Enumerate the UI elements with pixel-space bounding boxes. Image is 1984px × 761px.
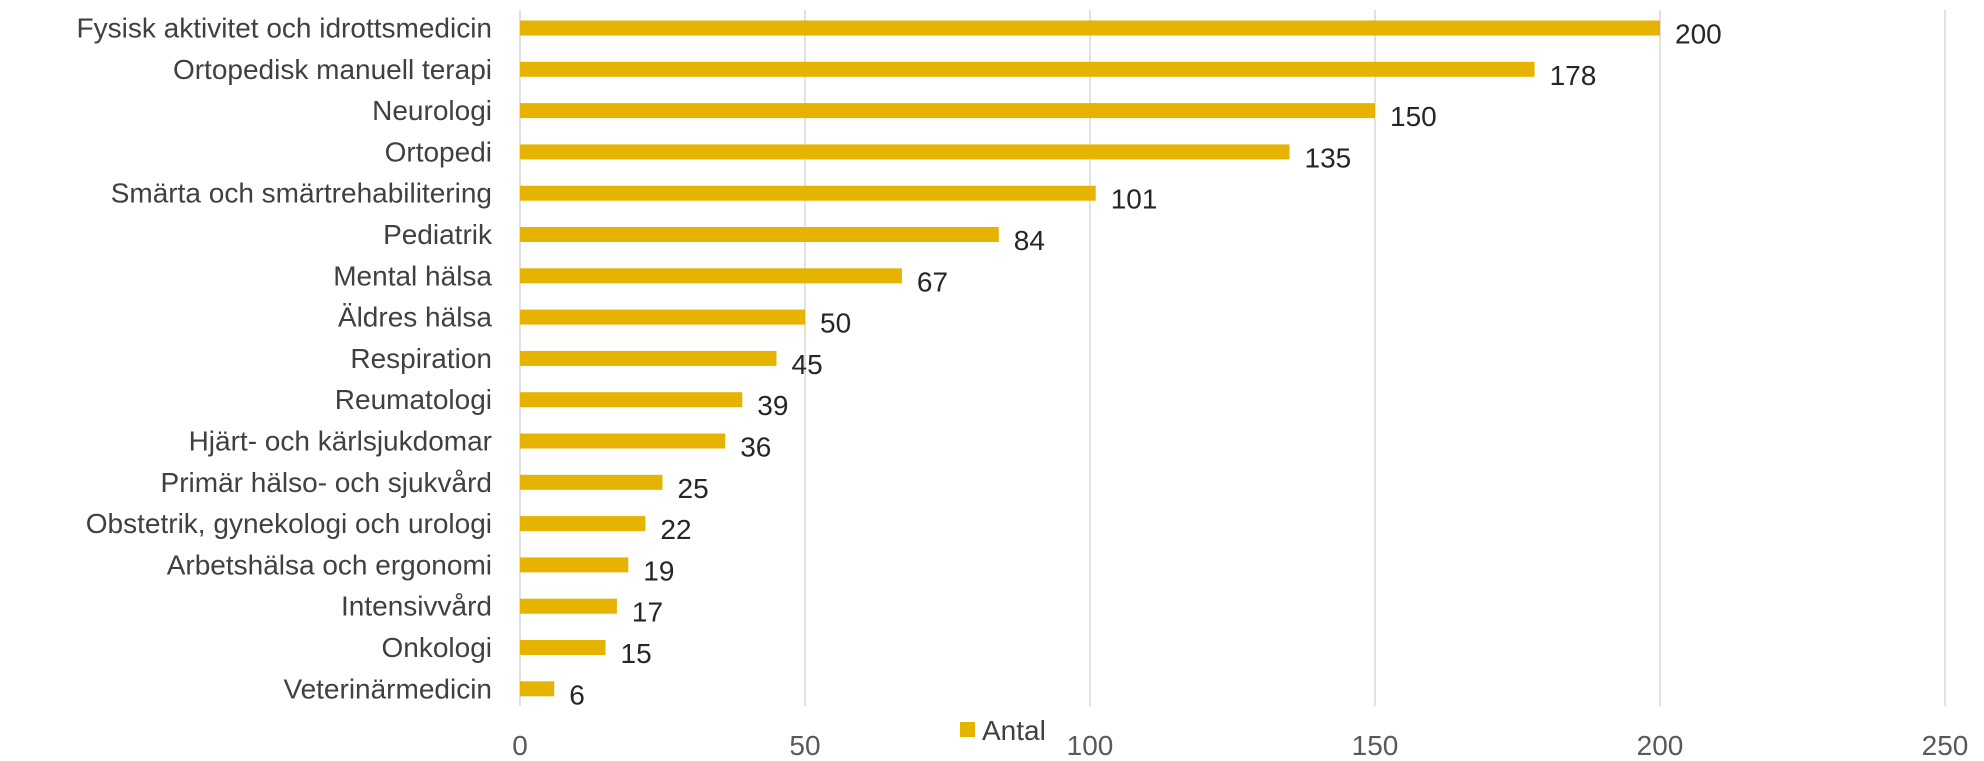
bar [520,268,902,284]
category-label: Reumatologi [335,384,492,415]
bar [520,350,777,366]
value-label: 150 [1390,101,1437,132]
bar [520,598,617,614]
legend-swatch-antal [960,722,975,737]
value-label: 178 [1550,60,1597,91]
x-tick-label: 0 [512,730,528,761]
x-tick-label: 100 [1067,730,1114,761]
category-label: Ortopedi [385,136,492,167]
value-label: 15 [621,638,652,669]
bar [520,681,555,697]
category-label: Pediatrik [383,219,493,250]
category-label: Mental hälsa [333,260,492,291]
x-tick-label: 50 [789,730,820,761]
category-label: Neurologi [372,95,492,126]
bar [520,557,629,573]
bar [520,20,1660,36]
bar [520,640,606,655]
category-label: Ortopedisk manuell terapi [173,54,492,85]
bar [520,392,743,408]
category-label: Obstetrik, gynekologi och urologi [86,508,492,539]
category-label: Primär hälso- och sjukvård [161,467,492,498]
category-label: Hjärt- och kärlsjukdomar [189,426,492,457]
value-label: 45 [792,349,823,380]
value-label: 84 [1014,225,1045,256]
x-axis-ticks: 0 50 100 150 200 250 [512,730,1968,761]
category-label: Onkologi [381,632,492,663]
value-label: 6 [569,679,585,710]
bar [520,227,999,242]
value-label: 25 [678,473,709,504]
x-tick-label: 150 [1352,730,1399,761]
category-label: Intensivvård [341,591,492,622]
bar [520,433,726,449]
category-label: Respiration [350,343,492,374]
bar [520,144,1290,160]
bar [520,185,1096,201]
value-label: 67 [917,266,948,297]
legend: Antal [960,715,1046,746]
value-label: 36 [740,432,771,463]
bar [520,516,646,532]
bar [520,474,663,490]
x-tick-label: 250 [1922,730,1969,761]
value-label: 19 [643,555,674,586]
bar [520,61,1535,77]
bars [520,20,1660,697]
category-label: Arbetshälsa och ergonomi [167,549,492,580]
category-label: Äldres hälsa [338,302,493,333]
value-label: 50 [820,308,851,339]
value-label: 22 [660,514,691,545]
value-label: 101 [1111,184,1158,215]
value-label: 200 [1675,19,1722,50]
value-label: 17 [632,597,663,628]
value-label: 135 [1305,142,1352,173]
gridlines [519,10,1946,706]
legend-label-antal: Antal [982,715,1046,746]
bar [520,103,1375,119]
category-labels: Fysisk aktivitet och idrottsmedicin Ortop… [77,13,493,705]
x-tick-label: 200 [1637,730,1684,761]
category-label: Fysisk aktivitet och idrottsmedicin [77,13,492,44]
bar [520,309,805,325]
value-label: 39 [757,390,788,421]
category-label: Veterinärmedicin [283,673,492,704]
category-label: Smärta och smärtrehabilitering [111,178,492,209]
